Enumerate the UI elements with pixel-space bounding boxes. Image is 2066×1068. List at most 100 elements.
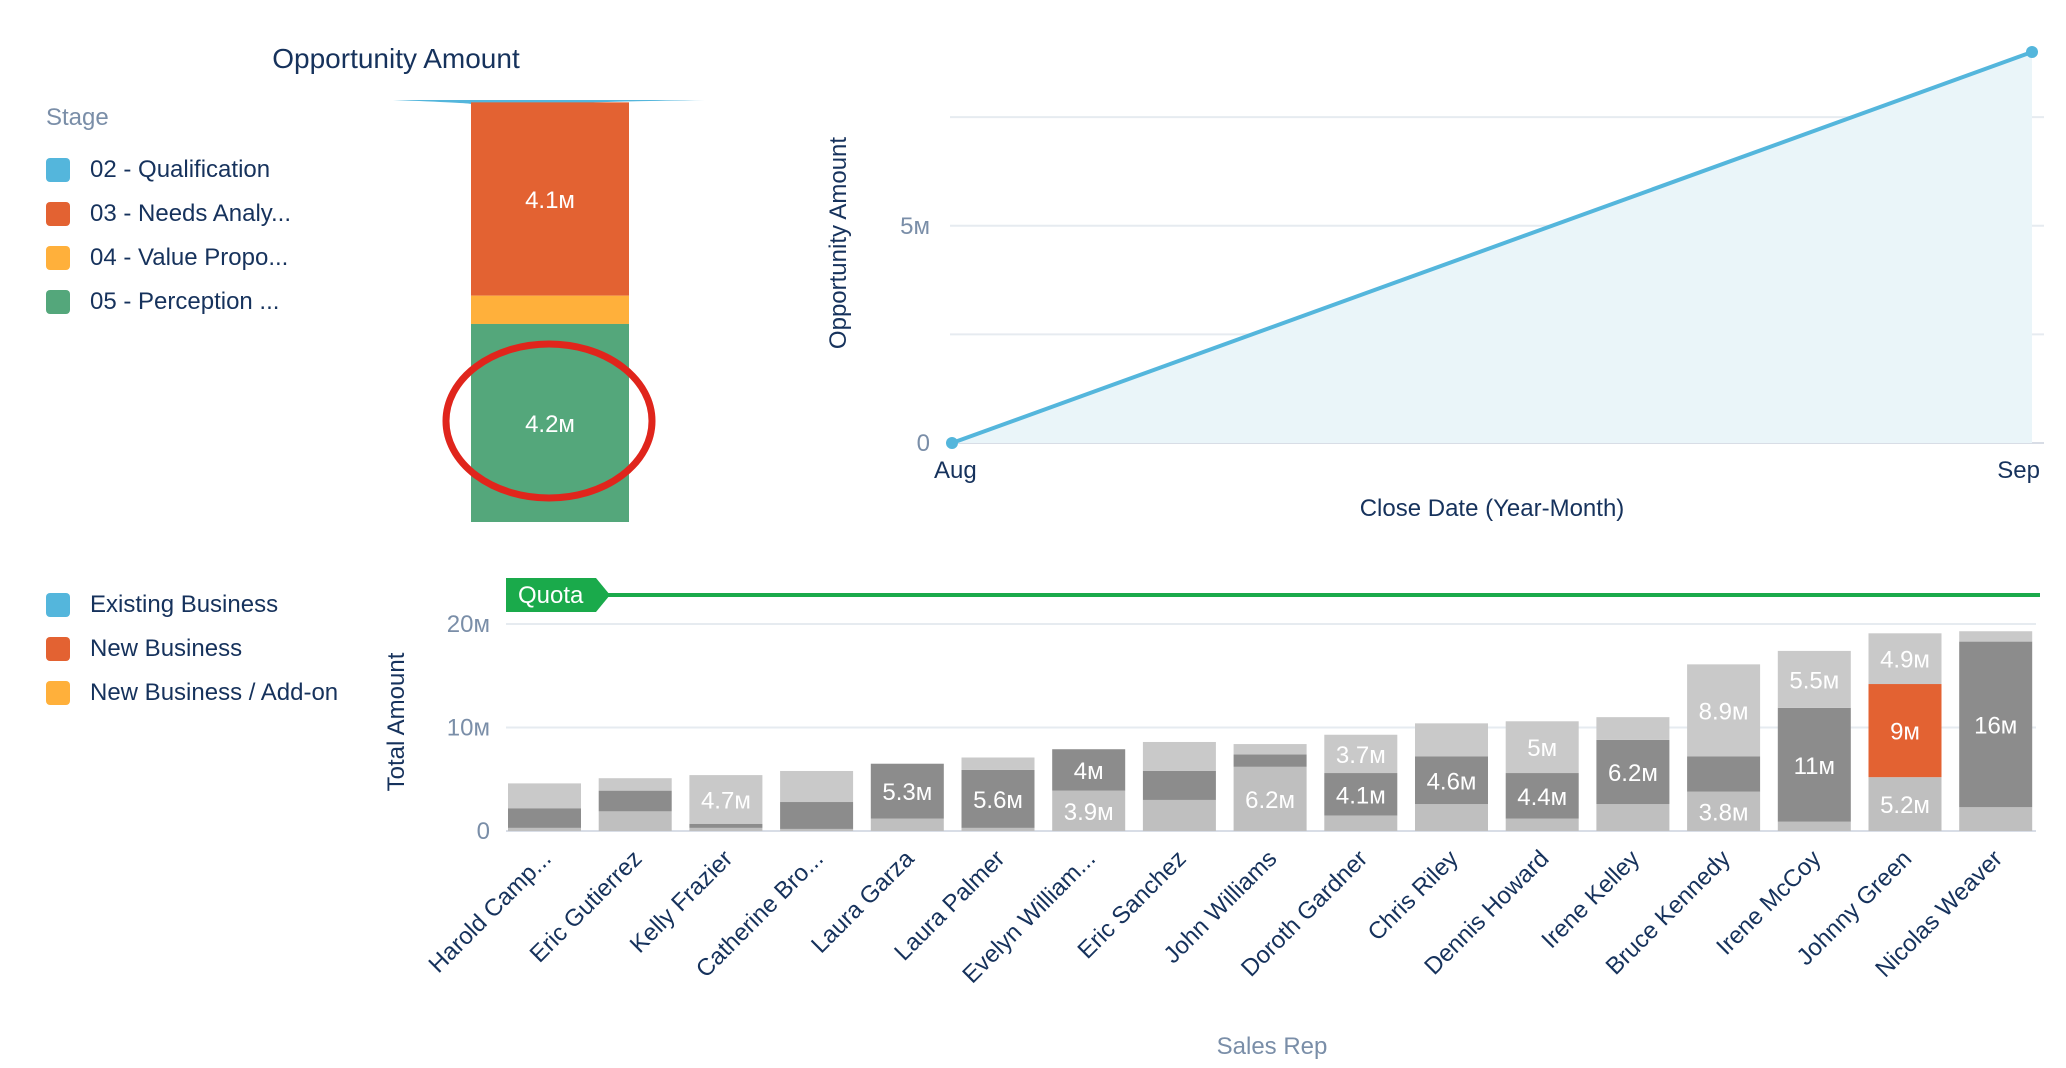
bar-segment[interactable] [1868,777,1942,831]
bar-segment[interactable] [598,778,672,791]
bar-segment[interactable] [1142,741,1216,771]
legend-swatch [46,637,70,661]
bar-segment[interactable] [1233,744,1307,755]
bar-segment[interactable] [689,775,763,824]
bar-segment-label: 5.2м [1880,792,1930,819]
bar-segment-label: 4.9м [1880,647,1930,674]
funnel-chart: Opportunity Amount 4.1м 4.2м [272,43,705,522]
bar-segment[interactable] [1052,790,1126,831]
bar-segment[interactable] [1777,707,1851,822]
funnel-segment-03-needs-analy[interactable] [471,102,629,296]
bar-segment[interactable] [1687,664,1761,757]
bar-segment[interactable] [961,769,1035,828]
legend-swatch [46,246,70,270]
bar-segment[interactable] [598,790,672,812]
data-point[interactable] [946,437,958,449]
bar-segment-label: 9м [1890,719,1920,746]
bar-segment-label: 3.9м [1064,799,1114,826]
legend-swatch [46,290,70,314]
line-y-axis-label: Opportunity Amount [825,137,852,349]
bar-segment[interactable] [1324,773,1398,816]
bar-segment[interactable] [1596,717,1670,740]
bar-x-axis-label: Sales Rep [1217,1033,1328,1060]
bar-segment[interactable] [1233,766,1307,831]
stage-legend-title: Stage [46,104,109,131]
bar-segment[interactable] [961,757,1035,770]
bar-segment[interactable] [1233,754,1307,767]
legend-item-03-needs-analy[interactable]: 03 - Needs Analy... [46,192,291,236]
bar-segment[interactable] [1868,633,1942,685]
bar-segment[interactable] [961,827,1035,831]
bar-segment[interactable] [1777,650,1851,708]
bar-segment[interactable] [1777,821,1851,831]
data-point[interactable] [2026,46,2038,58]
bar-segment[interactable] [1959,631,2033,642]
bar-segment[interactable] [1868,684,1942,778]
bar-segment[interactable] [598,811,672,831]
bar-segment-label: 6.2м [1608,760,1658,787]
bar-segment[interactable] [1052,749,1126,791]
legend-label: Existing Business [90,591,279,618]
line-x-axis-label: Close Date (Year-Month) [1360,495,1625,522]
bar-segment-label: 4м [1074,758,1104,785]
legend-item-02-qualification[interactable]: 02 - Qualification [46,148,291,192]
bar-segment[interactable] [780,828,854,831]
funnel-title: Opportunity Amount [272,43,520,74]
quota-tag [506,578,610,613]
funnel-segment-04-value-propo[interactable] [471,295,629,324]
business-type-legend-items: Existing Business New Business New Busines… [46,583,338,715]
legend-item-05-perception[interactable]: 05 - Perception ... [46,280,291,324]
bar-segment[interactable] [1687,791,1761,831]
bar-segment-label: 5.5м [1789,667,1839,694]
bar-segment[interactable] [1959,807,2033,831]
bar-segment[interactable] [689,823,763,828]
bar-segment[interactable] [508,827,581,831]
legend-item-04-value-propo[interactable]: 04 - Value Propo... [46,236,291,280]
bar-segment[interactable] [1687,756,1761,792]
bar-segment[interactable] [1505,721,1579,774]
funnel-segment-label: 4.1м [525,187,575,214]
bar-segment-label: 16м [1974,712,2017,739]
stage-legend-items: 02 - Qualification 03 - Needs Analy... 04 … [46,148,291,324]
business-type-legend: Existing Business New Business New Busines… [46,583,338,715]
bar-segment[interactable] [689,827,763,831]
bar-segment[interactable] [1415,756,1488,805]
bar-segment[interactable] [1142,799,1216,831]
bar-segment-label: 5.6м [973,787,1023,814]
bar-segment[interactable] [1324,734,1398,774]
bar-segment[interactable] [870,763,944,819]
bar-segment[interactable] [508,808,581,828]
bar-segment[interactable] [1142,770,1216,800]
legend-swatch [46,681,70,705]
bar-segment[interactable] [1505,818,1579,831]
bar-segment[interactable] [1415,804,1488,831]
bar-segment-label: 8.9м [1699,698,1749,725]
legend-swatch [46,593,70,617]
bar-segment-label: 4.1м [1336,782,1386,809]
legend-swatch [46,158,70,182]
legend-item-new-business[interactable]: New Business [46,627,338,671]
bar-segment[interactable] [1415,723,1488,757]
x-tick-label: Sep [1997,457,2040,484]
line-chart: 0 5м Aug Sep Opportunity Amount Close Date… [825,46,2044,522]
bar-segment-label: 4.7м [701,787,751,814]
bar-segment[interactable] [508,783,581,809]
bar-segment[interactable] [1505,773,1579,819]
bar-segment[interactable] [1596,804,1670,831]
legend-label: 05 - Perception ... [90,288,280,315]
bar-segment[interactable] [870,818,944,831]
bar-segment[interactable] [1959,641,2033,808]
bar-segment-label: 3.8м [1699,799,1749,826]
bar-segment[interactable] [780,770,854,803]
legend-label: 02 - Qualification [90,156,271,183]
bar-segment[interactable] [1596,739,1670,805]
y-tick-label: 20м [447,611,490,638]
y-tick-label: 0 [477,818,490,845]
bar-segment[interactable] [780,802,854,829]
y-tick-label: 5м [900,213,930,240]
funnel-segment-label: 4.2м [525,411,575,438]
legend-item-new-business-add-on[interactable]: New Business / Add-on [46,671,338,715]
legend-item-existing-business[interactable]: Existing Business [46,583,338,627]
bar-segment[interactable] [1324,815,1398,831]
bar-y-axis-label: Total Amount [383,652,410,791]
